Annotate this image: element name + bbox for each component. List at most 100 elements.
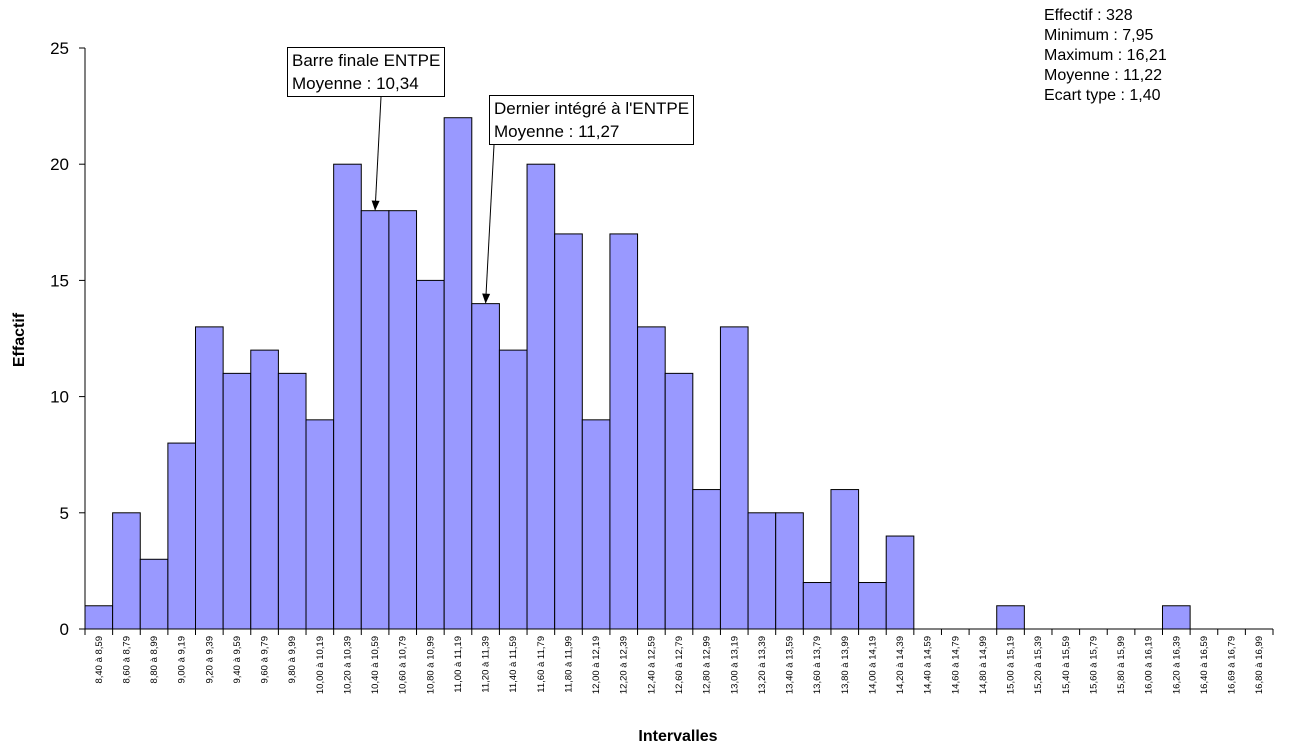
- bar: [333, 163, 362, 630]
- bar: [195, 326, 224, 630]
- stat-maximum: Maximum : 16,21: [1044, 47, 1167, 64]
- bar: [526, 163, 556, 630]
- x-tick-label: 11,00 à 11,19: [453, 636, 464, 693]
- annotation-arrow-line: [374, 96, 382, 210]
- x-tick-label: 12,00 à 12,19: [591, 636, 602, 694]
- x-tick-label: 14,40 à 14,59: [923, 636, 934, 694]
- bar: [416, 279, 445, 630]
- bar: [581, 419, 611, 630]
- x-tick-label: 9,80 à 9,99: [287, 636, 298, 684]
- x-tick-label: 16,20 à 16,39: [1171, 636, 1182, 694]
- x-axis-label: Intervalles: [638, 728, 718, 745]
- x-tick-label: 10,20 à 10,39: [342, 636, 353, 694]
- annotation-dernier-integre: Dernier intégré à l'ENTPE Moyenne : 11,2…: [489, 95, 695, 145]
- bar: [277, 372, 307, 630]
- x-tick-label: 14,80 à 14,99: [978, 636, 989, 694]
- x-tick-label: 13,40 à 13,59: [785, 636, 796, 694]
- annotation-line1: Barre finale ENTPE: [292, 51, 441, 70]
- x-tick-label: 15,40 à 15,59: [1061, 636, 1072, 694]
- annotation-arrow-head: [482, 293, 491, 304]
- x-tick-label: 15,80 à 15,99: [1116, 636, 1127, 694]
- x-tick-label: 14,00 à 14,19: [867, 636, 878, 694]
- x-tick-label: 10,60 à 10,79: [398, 636, 409, 694]
- y-tick-label: 5: [60, 504, 69, 523]
- bar: [388, 210, 418, 630]
- x-tick-label: 12,40 à 12,59: [646, 636, 657, 694]
- bar: [498, 349, 528, 630]
- x-tick-label: 10,80 à 10,99: [425, 636, 436, 694]
- bar: [360, 210, 390, 630]
- x-tick-label: 13,00 à 13,19: [729, 636, 740, 694]
- bar: [747, 512, 777, 630]
- annotation-line2: Moyenne : 11,27: [494, 122, 620, 141]
- x-tick-label: 11,80 à 11,99: [563, 636, 574, 693]
- bar: [471, 303, 500, 630]
- x-tick-label: 8,40 à 8,59: [94, 636, 105, 684]
- x-tick-label: 14,60 à 14,79: [950, 636, 961, 694]
- y-tick-label: 20: [50, 155, 69, 174]
- stat-moyenne: Moyenne : 11,22: [1044, 67, 1163, 84]
- x-tick-label: 12,60 à 12,79: [674, 636, 685, 694]
- bar: [305, 419, 335, 630]
- bar: [222, 372, 252, 630]
- bar: [139, 558, 169, 630]
- x-tick-label: 15,60 à 15,79: [1088, 636, 1099, 694]
- bar: [692, 489, 721, 630]
- x-tick-label: 13,60 à 13,79: [812, 636, 823, 694]
- stat-minimum: Minimum : 7,95: [1044, 27, 1154, 44]
- bar: [775, 512, 804, 630]
- bar: [637, 326, 666, 630]
- x-tick-label: 9,40 à 9,59: [232, 636, 243, 684]
- bar: [84, 605, 114, 630]
- x-tick-label: 11,20 à 11,39: [481, 636, 492, 693]
- x-tick-label: 13,20 à 13,39: [757, 636, 768, 694]
- bar: [250, 349, 279, 630]
- annotation-arrow-head: [371, 200, 380, 211]
- y-tick-label: 10: [50, 388, 69, 407]
- x-tick-label: 12,80 à 12,99: [702, 636, 713, 694]
- bar: [609, 233, 639, 630]
- bar: [1161, 605, 1191, 630]
- x-tick-label: 9,60 à 9,79: [260, 636, 271, 684]
- bar: [830, 489, 860, 630]
- x-tick-label: 14,20 à 14,39: [895, 636, 906, 694]
- bar: [664, 372, 694, 630]
- bar: [112, 512, 141, 630]
- bar: [885, 535, 915, 630]
- stat-ecart-type: Ecart type : 1,40: [1044, 87, 1161, 104]
- annotation-line2: Moyenne : 10,34: [292, 74, 419, 93]
- x-tick-label: 11,40 à 11,59: [508, 636, 519, 693]
- x-tick-label: 15,20 à 15,39: [1033, 636, 1044, 694]
- y-axis-label: Effactif: [11, 312, 28, 368]
- bar: [858, 582, 887, 630]
- bar: [443, 117, 473, 630]
- x-tick-label: 8,80 à 8,99: [149, 636, 160, 684]
- bar: [719, 326, 749, 630]
- x-tick-label: 12,20 à 12,39: [619, 636, 630, 694]
- statistics-box: Effectif : 328 Minimum : 7,95 Maximum : …: [1044, 6, 1167, 106]
- x-tick-label: 16,00 à 16,19: [1144, 636, 1155, 694]
- annotation-arrow-line: [485, 144, 495, 303]
- x-tick-label: 15,00 à 15,19: [1006, 636, 1017, 694]
- annotation-barre-finale: Barre finale ENTPE Moyenne : 10,34: [287, 47, 446, 97]
- x-tick-label: 11,60 à 11,79: [536, 636, 547, 693]
- bar: [802, 582, 832, 630]
- stat-effectif: Effectif : 328: [1044, 7, 1133, 24]
- x-tick-label: 16,40 à 16,59: [1199, 636, 1210, 694]
- bar: [554, 233, 583, 630]
- x-tick-label: 8,60 à 8,79: [121, 636, 132, 684]
- x-tick-label: 9,00 à 9,19: [177, 636, 188, 684]
- annotation-line1: Dernier intégré à l'ENTPE: [494, 99, 690, 118]
- x-tick-label: 13,80 à 13,99: [840, 636, 851, 694]
- y-tick-label: 15: [50, 271, 69, 290]
- x-tick-label: 10,00 à 10,19: [315, 636, 326, 694]
- y-tick-label: 25: [50, 39, 69, 58]
- bar: [167, 442, 197, 630]
- bar: [996, 605, 1025, 630]
- x-tick-label: 16,80 à 16,99: [1254, 636, 1265, 694]
- x-tick-label: 10,40 à 10,59: [370, 636, 381, 694]
- x-tick-label: 16,69 à 16,79: [1227, 636, 1238, 694]
- y-tick-label: 0: [60, 620, 69, 639]
- x-tick-label: 9,20 à 9,39: [204, 636, 215, 684]
